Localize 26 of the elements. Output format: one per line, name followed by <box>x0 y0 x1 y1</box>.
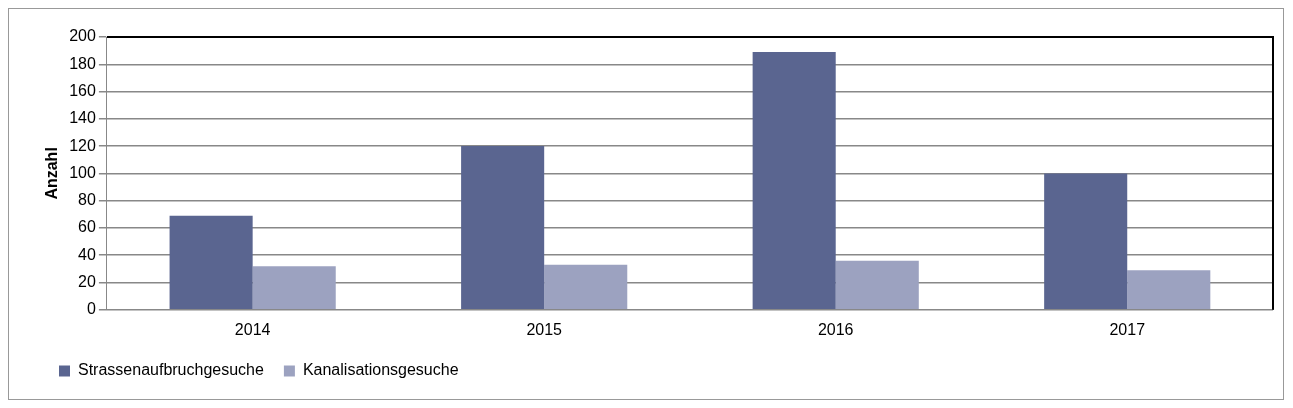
x-tick-label: 2014 <box>234 320 271 338</box>
y-tick-label: 0 <box>86 300 96 318</box>
y-tick-label: 200 <box>69 27 96 45</box>
y-tick-label: 160 <box>69 81 96 99</box>
bar <box>461 146 545 310</box>
bar <box>752 52 836 310</box>
bar <box>252 266 336 310</box>
bar <box>544 264 628 310</box>
y-tick-label: 60 <box>78 218 96 236</box>
y-tick-label: 180 <box>69 54 96 72</box>
y-tick-label: 80 <box>78 191 96 209</box>
legend-label: Kanalisationsgesuche <box>302 361 459 379</box>
y-tick-label: 100 <box>69 163 96 181</box>
y-tick-label: 120 <box>69 136 96 154</box>
x-tick-label: 2016 <box>817 320 854 338</box>
y-tick-label: 140 <box>69 109 96 127</box>
legend-label: Strassenaufbruchgesuche <box>78 361 264 379</box>
y-axis-title: Anzahl <box>43 147 61 200</box>
bar <box>1127 270 1211 310</box>
bar <box>1044 173 1128 310</box>
x-tick-label: 2017 <box>1109 320 1146 338</box>
bar <box>169 215 253 310</box>
bar <box>835 260 919 310</box>
y-tick-label: 40 <box>78 245 96 263</box>
y-tick-label: 20 <box>78 272 96 290</box>
x-tick-label: 2015 <box>526 320 563 338</box>
